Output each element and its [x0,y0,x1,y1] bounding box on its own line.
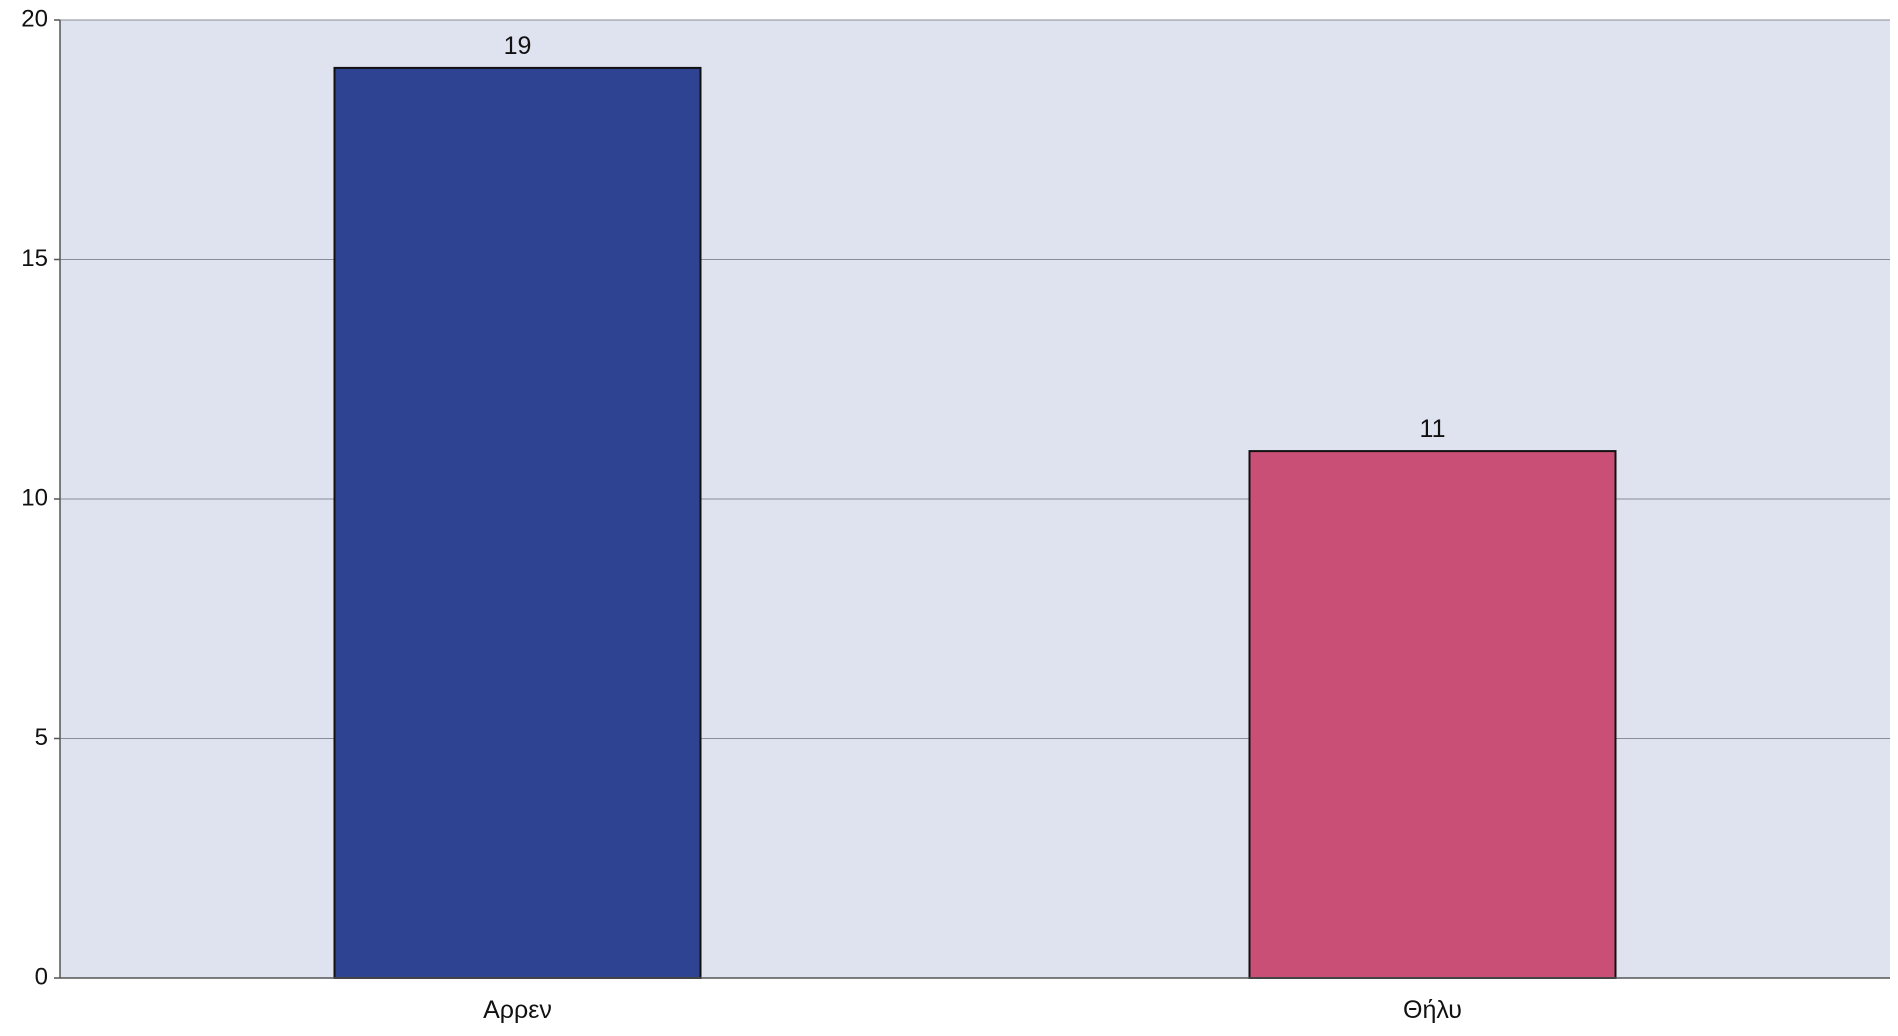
y-tick-label: 20 [21,5,48,32]
x-tick-label: Αρρεν [483,996,552,1024]
data-label: 19 [504,32,532,60]
bars [333,66,1617,980]
y-tick-label: 15 [21,245,48,272]
y-tick-label: 10 [21,484,48,511]
x-tick-label: Θήλυ [1403,996,1462,1024]
bar-2 [1248,450,1617,980]
x-axis-ticks: Αρρεν Θήλυ [483,996,1462,1024]
y-axis-ticks: 0 5 10 15 20 [21,5,60,990]
y-tick-label: 5 [35,724,48,751]
data-label: 11 [1420,415,1446,443]
y-tick-label: 0 [35,963,48,990]
bar-1 [333,66,702,979]
